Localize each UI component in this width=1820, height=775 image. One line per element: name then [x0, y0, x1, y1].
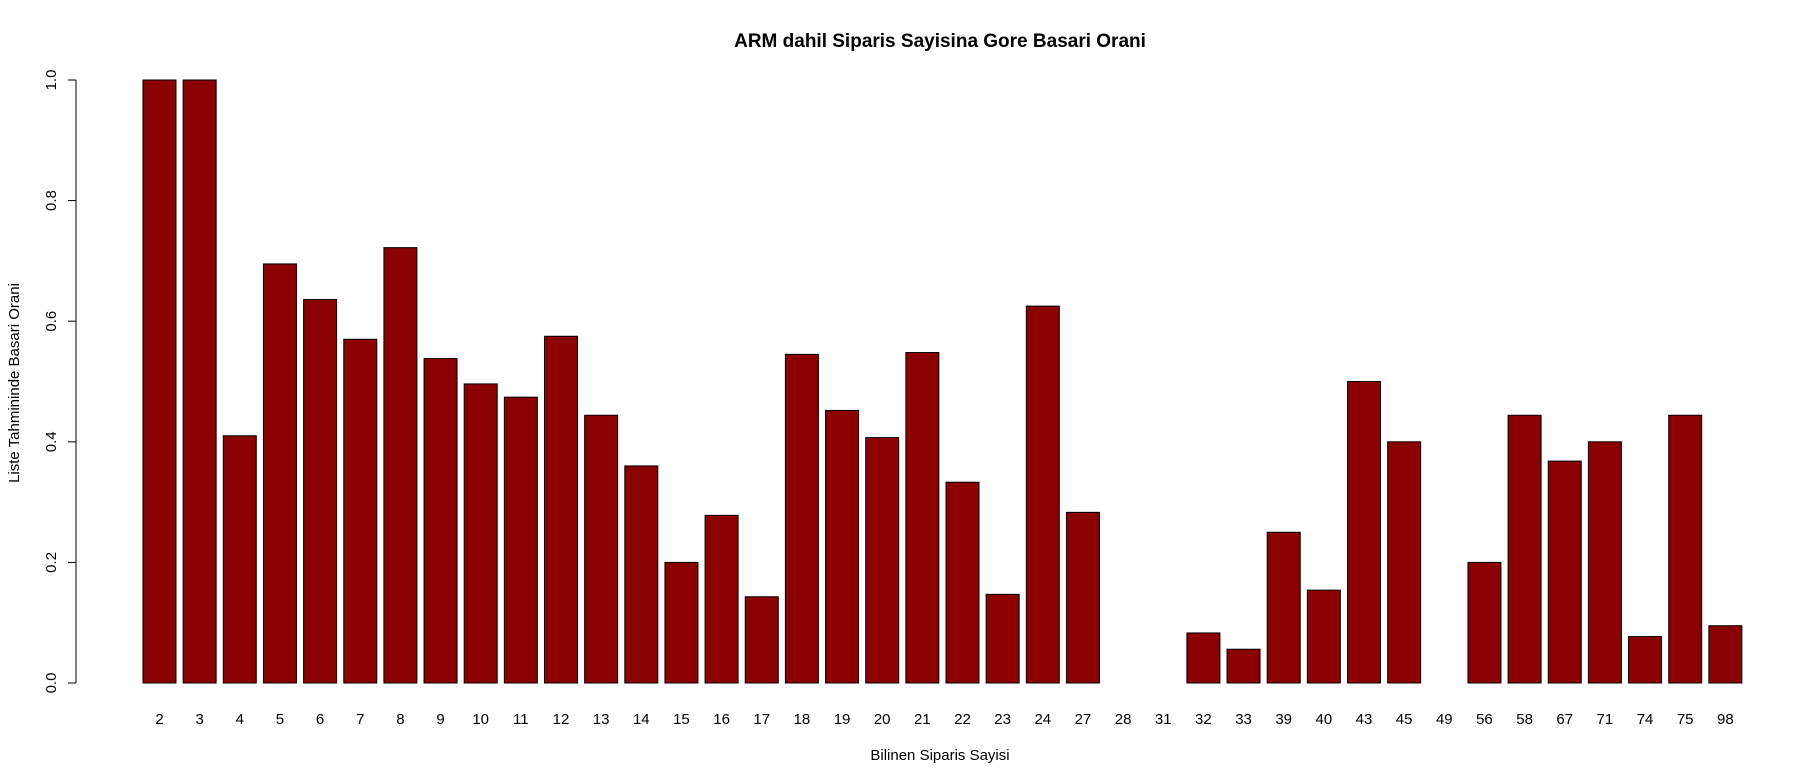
x-tick-label: 40 [1316, 711, 1333, 728]
x-tick-label: 20 [874, 711, 891, 728]
y-tick-label: 0.2 [43, 552, 60, 573]
x-tick-label: 75 [1677, 711, 1694, 728]
x-tick-label: 13 [593, 711, 610, 728]
bar-58 [1507, 414, 1542, 684]
bar-17 [744, 596, 779, 684]
bar-11 [503, 396, 538, 684]
x-tick-label: 58 [1516, 711, 1533, 728]
bar-39 [1266, 531, 1301, 684]
x-tick-label: 11 [513, 711, 529, 728]
bar-22 [945, 481, 980, 684]
bar-27 [1065, 511, 1100, 684]
x-tick-labels: 2 3 4 5 6 7 8 9 10 11 12 13 14 15 16 17 18 19 20 21 22 23 24 27… [155, 711, 1733, 728]
bar-9 [423, 358, 458, 684]
bar-4 [222, 435, 257, 684]
bar-43 [1347, 381, 1381, 684]
y-tick-label: 0.4 [43, 431, 60, 452]
x-tick-label: 15 [673, 711, 690, 728]
bar-18 [784, 353, 819, 684]
bar-15 [664, 561, 699, 684]
x-tick-label: 19 [834, 711, 851, 728]
bar-33 [1226, 648, 1261, 684]
x-tick-label: 17 [753, 711, 770, 728]
bars [142, 79, 1743, 684]
x-tick-label: 74 [1637, 711, 1654, 728]
x-tick-label: 39 [1275, 711, 1292, 728]
bar-16 [704, 514, 739, 684]
x-tick-label: 56 [1476, 711, 1493, 728]
x-tick-label: 8 [396, 711, 404, 728]
x-tick-label: 32 [1195, 711, 1212, 728]
x-tick-label: 10 [472, 711, 489, 728]
y-axis: 0.0 0.2 0.4 0.6 0.8 1.0 [43, 70, 77, 694]
bar-45 [1387, 441, 1422, 684]
bar-98 [1708, 625, 1743, 684]
x-tick-label: 21 [914, 711, 931, 728]
bar-8 [383, 247, 418, 684]
x-tick-label: 23 [994, 711, 1011, 728]
bar-40 [1306, 589, 1341, 684]
x-tick-label: 4 [236, 711, 244, 728]
x-tick-label: 43 [1356, 711, 1373, 728]
y-tick-label: 0.0 [43, 673, 60, 694]
bar-20 [865, 437, 900, 684]
bar-3 [182, 79, 217, 684]
y-tick-label: 0.8 [43, 190, 60, 211]
bar-5 [262, 263, 297, 684]
bar-13 [584, 414, 619, 684]
bar-12 [544, 335, 578, 684]
y-tick-label: 0.6 [43, 311, 60, 332]
bar-14 [624, 465, 659, 684]
x-tick-label: 2 [155, 711, 163, 728]
x-tick-label: 33 [1235, 711, 1252, 728]
x-tick-label: 3 [195, 711, 203, 728]
y-tick-label: 1.0 [43, 70, 60, 91]
bar-23 [985, 593, 1020, 684]
x-tick-label: 71 [1597, 711, 1614, 728]
chart-title: ARM dahil Siparis Sayisina Gore Basari O… [734, 31, 1146, 52]
bar-56 [1467, 561, 1502, 684]
x-tick-label: 31 [1155, 711, 1172, 728]
x-tick-label: 6 [316, 711, 324, 728]
x-tick-label: 7 [356, 711, 364, 728]
bar-67 [1547, 460, 1582, 684]
bar-2 [142, 79, 177, 684]
x-tick-label: 28 [1115, 711, 1132, 728]
x-tick-label: 24 [1034, 711, 1051, 728]
x-tick-label: 16 [713, 711, 730, 728]
bar-74 [1628, 636, 1663, 684]
x-tick-label: 12 [553, 711, 570, 728]
x-tick-label: 67 [1556, 711, 1573, 728]
bar-24 [1025, 305, 1060, 684]
bar-7 [343, 338, 378, 684]
x-tick-label: 5 [276, 711, 284, 728]
bar-6 [303, 298, 338, 684]
x-tick-label: 45 [1396, 711, 1413, 728]
y-axis-label: Liste Tahmininde Basari Orani [6, 283, 23, 483]
bar-10 [463, 383, 498, 684]
x-tick-label: 27 [1075, 711, 1092, 728]
x-tick-label: 49 [1436, 711, 1453, 728]
x-tick-label: 18 [794, 711, 811, 728]
bar-75 [1668, 414, 1703, 684]
x-tick-label: 98 [1717, 711, 1734, 728]
x-axis-label: Bilinen Siparis Sayisi [870, 747, 1009, 764]
bar-32 [1186, 632, 1221, 684]
x-tick-label: 22 [954, 711, 971, 728]
x-tick-label: 14 [633, 711, 650, 728]
bar-19 [825, 409, 860, 684]
bar-71 [1587, 441, 1622, 684]
bar-21 [905, 352, 940, 684]
x-tick-label: 9 [436, 711, 444, 728]
